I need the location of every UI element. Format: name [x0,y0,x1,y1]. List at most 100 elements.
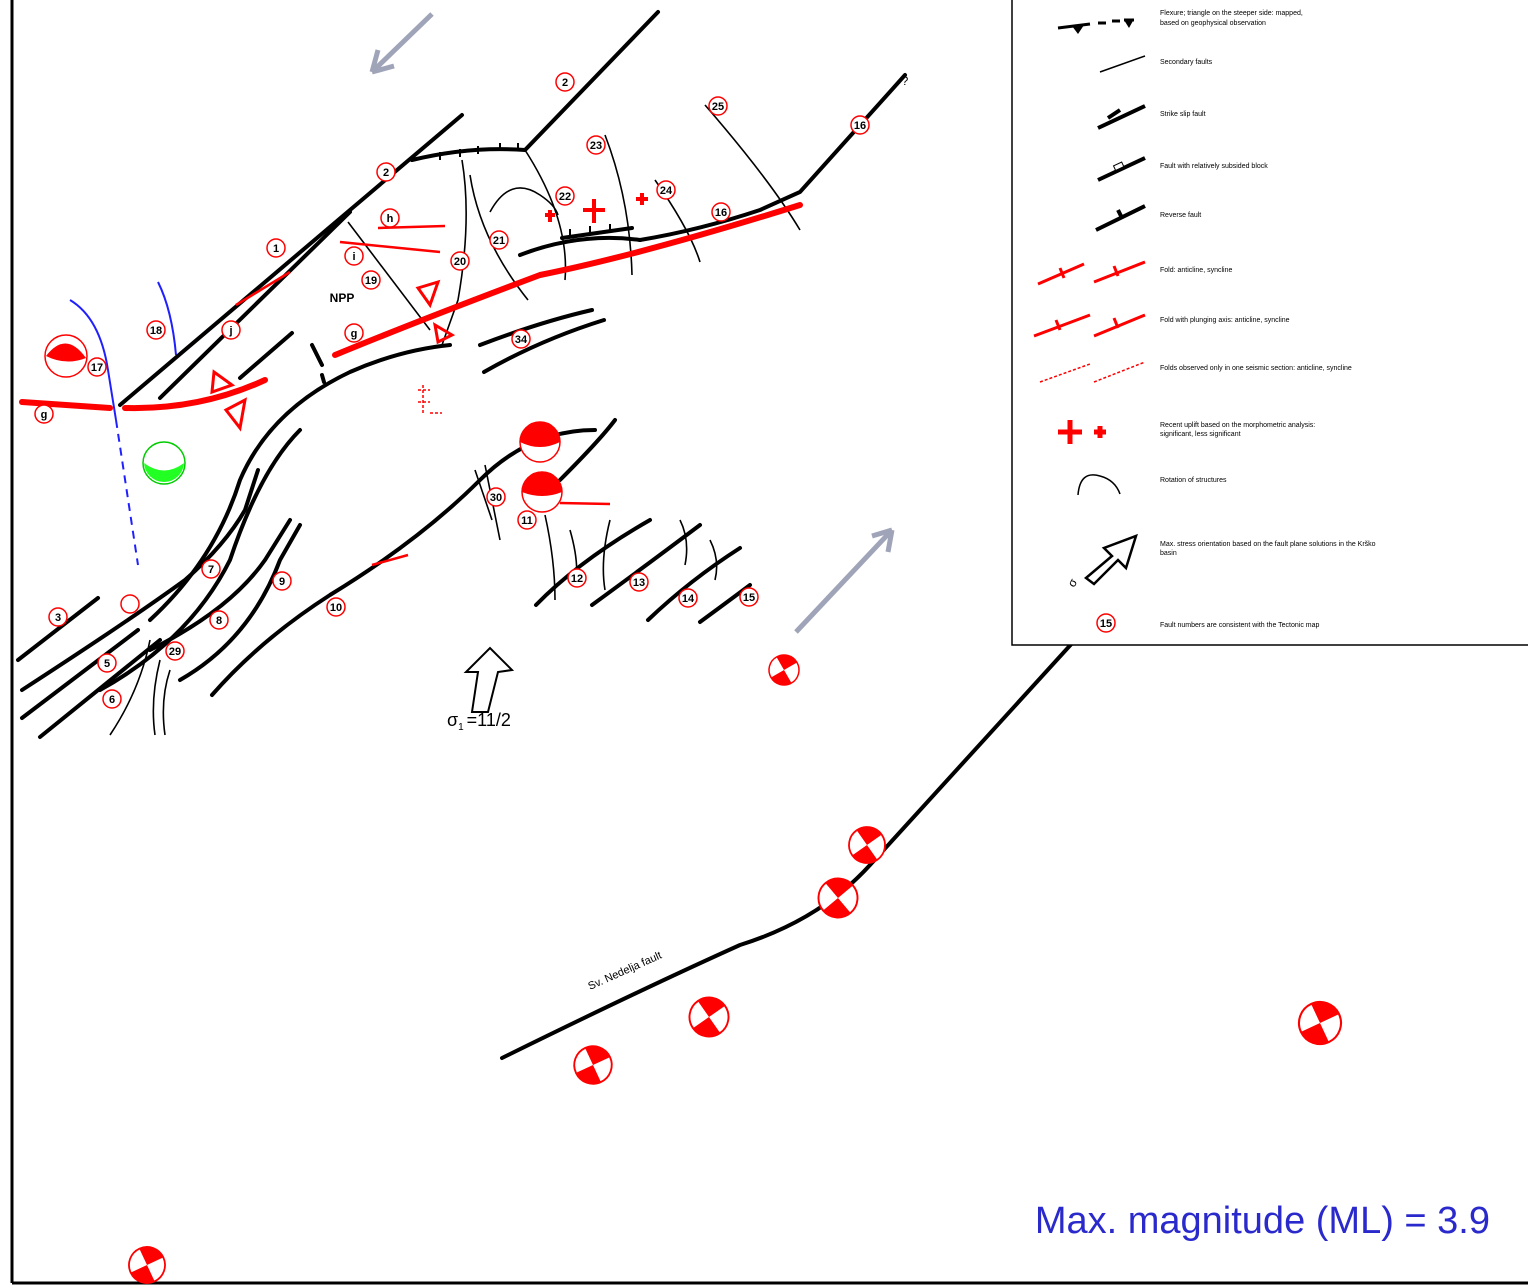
fault-number-circle [34,404,54,424]
fault-number-circle [708,96,728,116]
stress-subscript: 1 [458,722,464,733]
fault-number-circle [555,186,575,206]
fault-number: 25 [712,101,724,113]
fault-number-circle [678,588,698,608]
legend-text: based on geophysical observation [1160,20,1266,27]
fault-number-circle [850,115,870,135]
fault-number-circle [486,487,506,507]
legend-text: Flexure; triangle on the steeper side: m… [1160,10,1303,17]
fault-number-circle [344,246,364,266]
fault-number-circle [629,572,649,592]
fault-number: i [352,251,355,263]
legend-text: Recent uplift based on the morphometric … [1160,422,1315,429]
stress-label: σ1 =11/2 [447,710,511,733]
fault-number-circle [739,587,759,607]
fault-number-circle [361,270,381,290]
fault-number: 3 [55,612,61,624]
legend-text: significant, less significant [1160,431,1241,438]
fault-number: 5 [104,658,110,670]
fault-number: 20 [454,256,466,268]
fault-number-circle [567,568,587,588]
fault-number-circle [517,510,537,530]
fault-number: 13 [633,577,645,589]
fault-number: 30 [490,492,502,504]
legend-symbol [1097,156,1146,182]
fault-number-circle [450,251,470,271]
legend-symbol [1058,420,1106,444]
fault-number: 9 [279,576,285,588]
fault-number: h [387,213,394,225]
legend-symbol-text: 15 [1100,618,1112,630]
fault-number-circle [344,323,364,343]
legend-text: Rotation of structures [1160,477,1227,484]
focal-mechanisms [44,334,1348,1287]
fault-number: 7 [208,564,214,576]
fault-number-circle [511,329,531,349]
npp-label: NPP [330,291,355,305]
fault-number: 34 [515,334,528,346]
fault-number-circle [102,689,122,709]
fault-number: 23 [590,140,602,152]
fault-number: 14 [682,593,695,605]
legend: Flexure; triangle on the steeper side: m… [1011,0,1528,646]
fault-number-circle [201,559,221,579]
legend-text: Strike slip fault [1160,111,1206,118]
fault-number: 12 [571,573,583,585]
fault-number-circle [120,594,140,614]
fault-number: 2 [383,167,389,179]
fault-number-circle [489,230,509,250]
fault-number-circle [656,180,676,200]
legend-text: basin [1160,550,1177,557]
fault-number: 17 [91,362,103,374]
stress-symbol: σ [447,710,458,730]
fault-number-circle [221,320,241,340]
fault-number: 8 [216,615,222,627]
legend-symbol [1039,361,1146,383]
stream [69,299,117,421]
legend-text: Fault numbers are consistent with the Te… [1160,622,1320,629]
stress-value: =11/2 [467,710,511,730]
fault-number-circle [380,208,400,228]
fault-number: 15 [743,592,755,604]
legend-symbol [1112,161,1125,172]
fault-number-circle [209,610,229,630]
legend-text: Reverse fault [1160,212,1201,219]
fault-number-circle [165,641,185,661]
legend-text: Max. stress orientation based on the fau… [1160,541,1376,548]
legend-symbol [1033,313,1146,338]
fault-number: j [228,325,232,337]
legend-symbol [1099,55,1146,73]
fault-number: 22 [559,191,571,203]
fault-number: 16 [854,120,866,132]
fault-number: 16 [715,207,727,219]
fault-number-circle [87,357,107,377]
legend-symbol [1095,204,1146,232]
legend-text: Secondary faults [1160,59,1213,66]
fault-number-circle [146,320,166,340]
folds [19,193,803,567]
stream [157,281,177,356]
stress-arrow [463,646,515,713]
legend-symbol [1037,260,1146,286]
legend-symbol [1072,19,1134,34]
legend-box [1011,0,1528,646]
fault-number-circle [266,238,286,258]
legend-text: Fold with plunging axis: anticline, sync… [1160,317,1290,324]
legend-text: Fold: anticline, syncline [1160,267,1232,274]
legend-symbol [1077,474,1121,496]
fault-number-circle [326,597,346,617]
fault-number: 18 [150,325,162,337]
fault-number: 21 [493,235,505,247]
fault-number-circle [586,135,606,155]
fault-number-circle [48,607,68,627]
fault-number: 19 [365,275,377,287]
legend-symbol [1097,104,1146,130]
legend-symbol [1083,533,1138,586]
fault-number: 10 [330,602,342,614]
fault-number: 6 [109,694,115,706]
rotation [489,187,559,216]
fault-number-circle [376,162,396,182]
fault-number: g [351,328,358,340]
